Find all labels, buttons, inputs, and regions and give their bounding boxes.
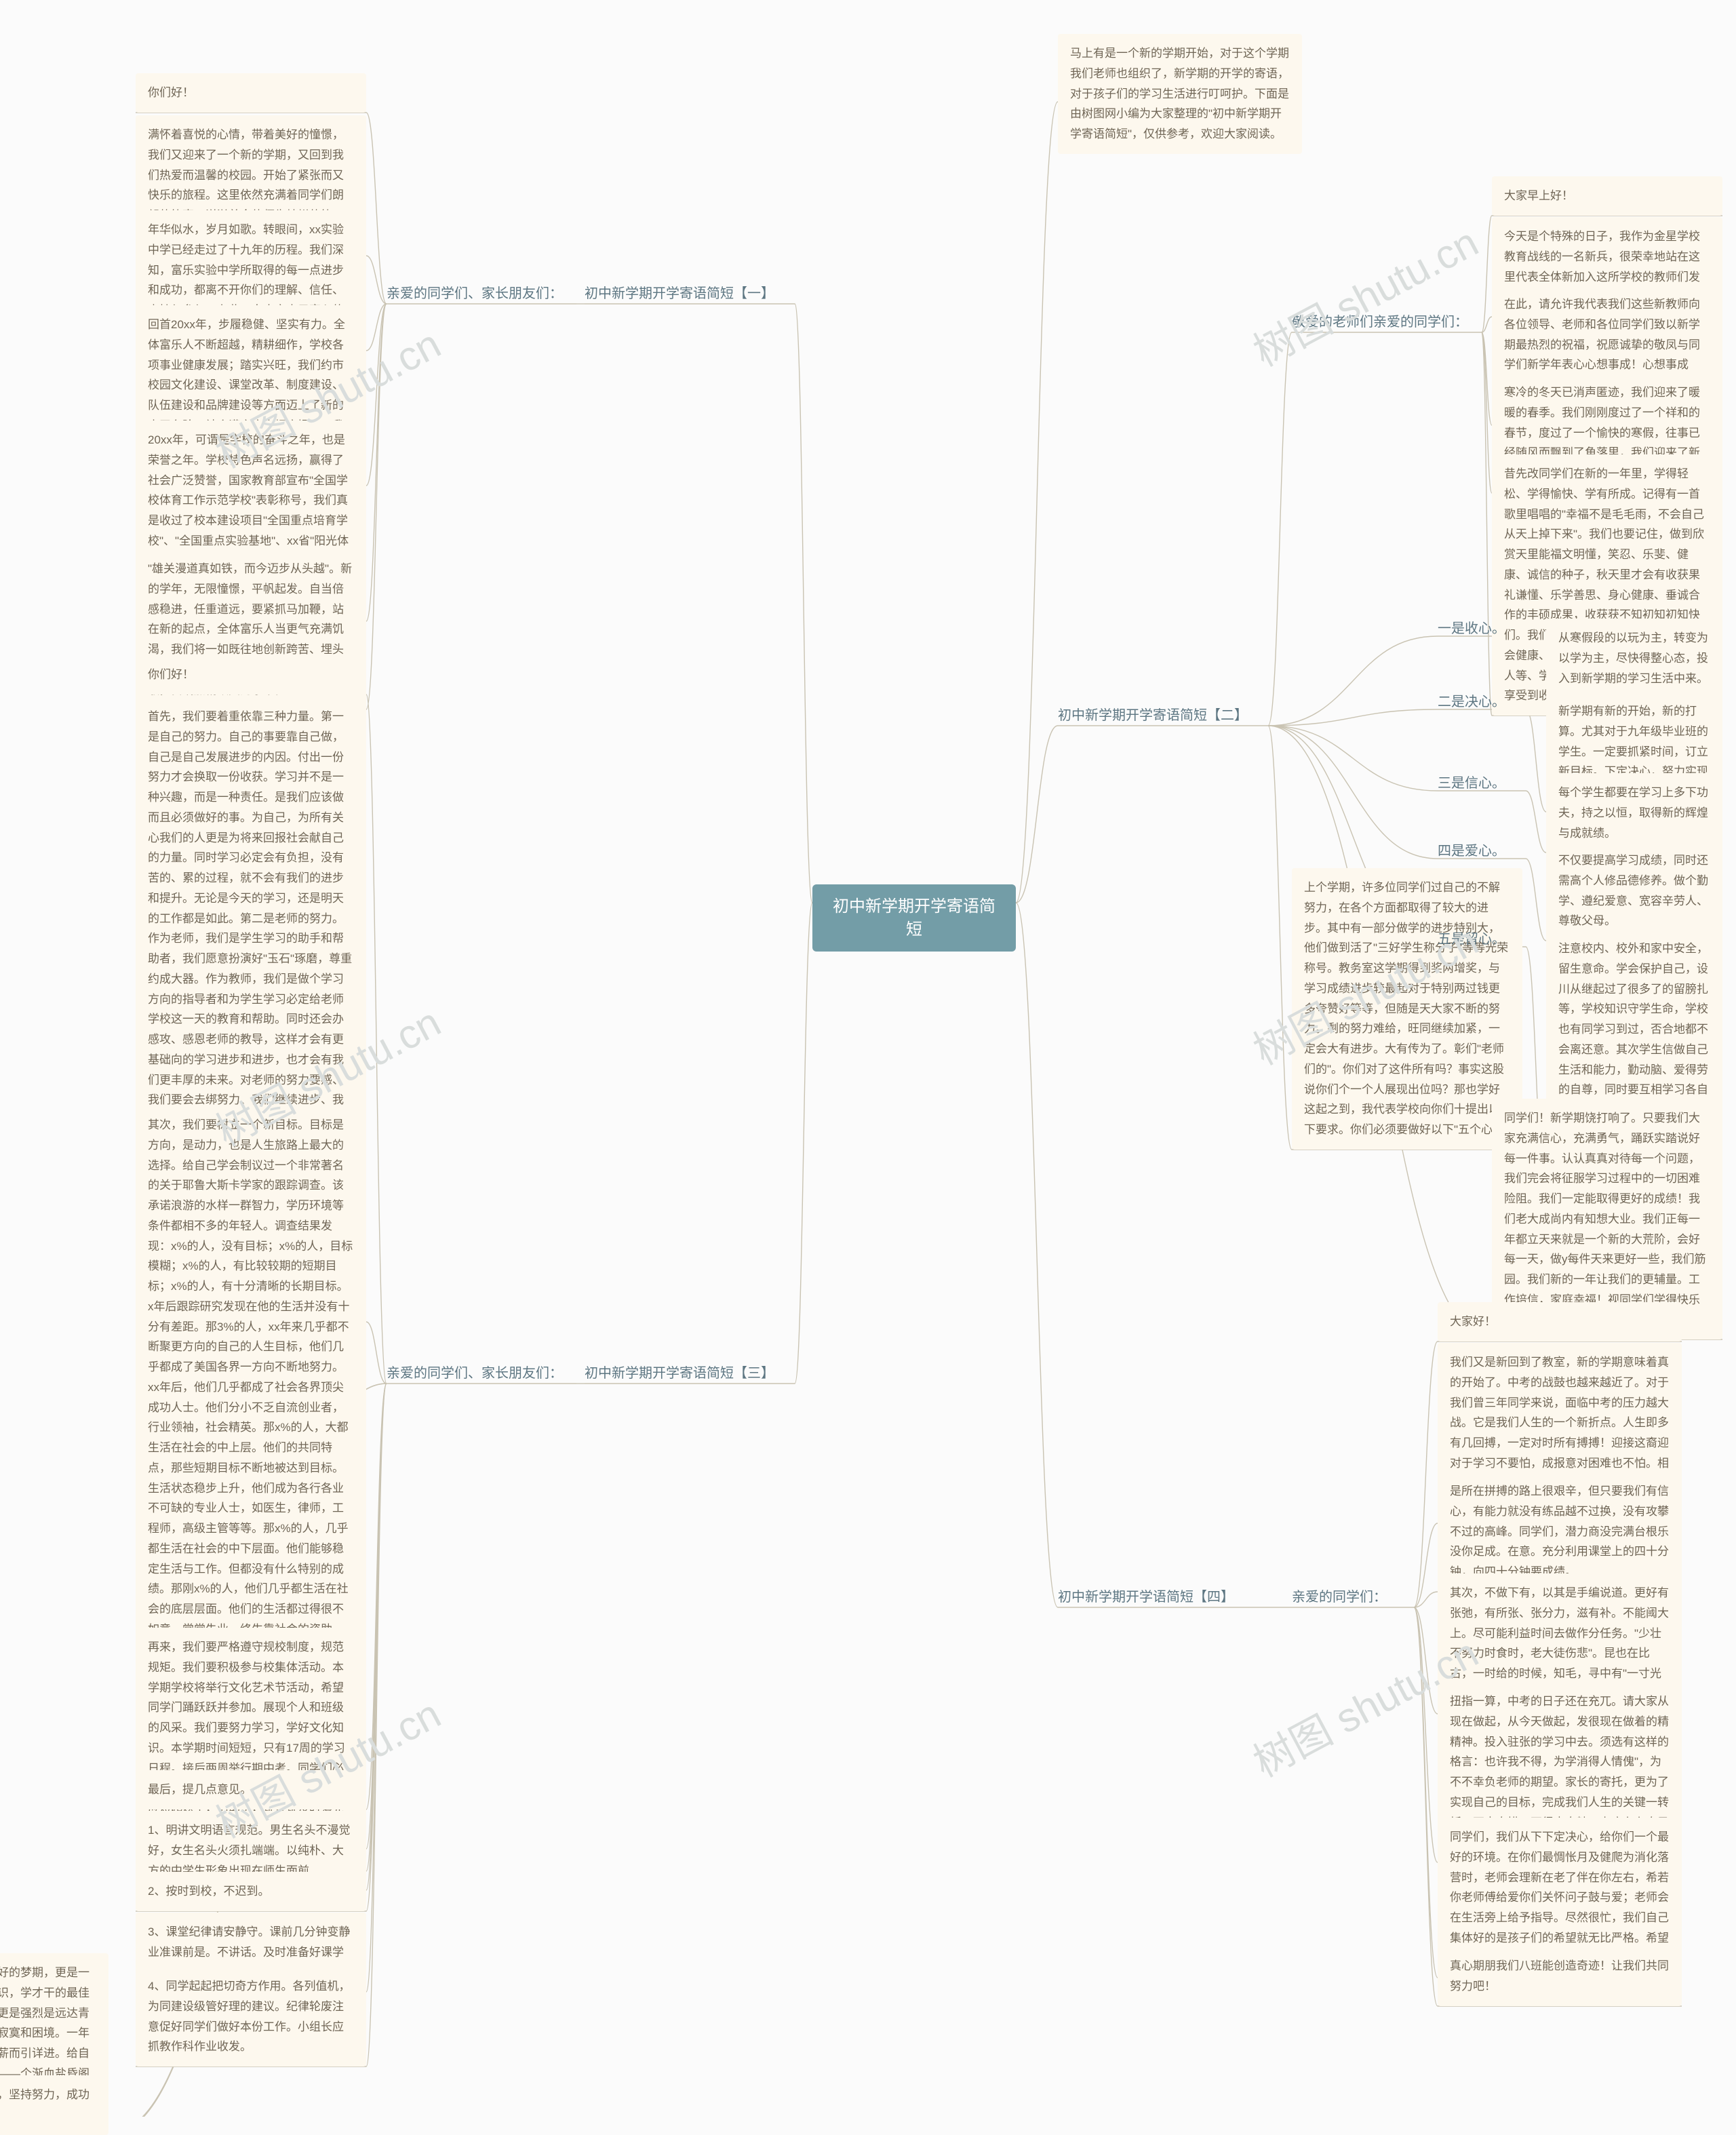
heart-2: 二是决心。 xyxy=(1438,692,1526,712)
root-node: 初中新学期开学寄语简短 xyxy=(812,884,1016,952)
heart-4: 四是爱心。 xyxy=(1438,841,1526,861)
leaf-b3-4: 最后，提几点意见。 xyxy=(136,1770,366,1809)
leaf-b4-6: 真心期朋我们八班能创造奇迹！让我们共同努力吧！ xyxy=(1438,1946,1682,2006)
heart-3: 三是信心。 xyxy=(1438,773,1526,794)
branch-b2: 初中新学期开学寄语简短【二】 xyxy=(1058,705,1268,726)
leaf-b4-0: 大家好！ xyxy=(1438,1302,1682,1341)
leaf-b3-0: 你们好！ xyxy=(136,655,366,694)
branch-b1: 初中新学期开学寄语简短【一】 xyxy=(585,283,795,304)
leaf-b2d-0: 上个学期，许多位同学们过自己的不解努力，在各个方面都取得了较大的进步。其中有一部… xyxy=(1292,868,1522,1150)
heart-5: 五是留心。 xyxy=(1438,929,1526,949)
sub-b2: 敬爱的老师们亲爱的同学们： xyxy=(1292,312,1482,332)
heart-1: 一是收心。 xyxy=(1438,619,1526,639)
heart-leaf-1: 从寒假段的以玩为主，转变为以学为主，尽快得整心态，投入到新学期的学习生活中来。 xyxy=(1546,619,1722,698)
leaf-b2s-0: 大家早上好！ xyxy=(1492,176,1722,216)
leaf-b3-10: 同学们，从现在开始，确定目标，坚持努力，成功一定属于你们！ xyxy=(0,2075,108,2135)
branch-b3: 初中新学期开学寄语简短【三】 xyxy=(585,1363,795,1384)
sub-b1: 亲爱的同学们、家长朋友们： xyxy=(387,283,576,304)
sub-b3: 亲爱的同学们、家长朋友们： xyxy=(387,1363,576,1384)
heart-leaf-4: 不仅要提高学习成绩，同时还需高个人修品德修养。做个勤学、遵纪爱意、宽容辛劳人、尊… xyxy=(1546,841,1722,941)
leaf-b1-0: 你们好！ xyxy=(136,73,366,113)
branch-b4: 初中新学期开学语简短【四】 xyxy=(1058,1587,1268,1607)
leaf-b3-6: 2、按时到校，不迟到。 xyxy=(136,1872,366,1911)
watermark: 树图 shutu.cn xyxy=(1242,210,1487,378)
leaf-b3-8: 4、同学起起把切奇方作用。各列值机，为同建设级管好理的建议。纪律轮废注意促好同学… xyxy=(136,1967,366,2067)
intro-leaf: 马上有是一个新的学期开始，对于这个学期我们老师也组织了，新学期的开学的寄语，对于… xyxy=(1058,34,1302,154)
sub-b4: 亲爱的同学们： xyxy=(1292,1587,1414,1607)
